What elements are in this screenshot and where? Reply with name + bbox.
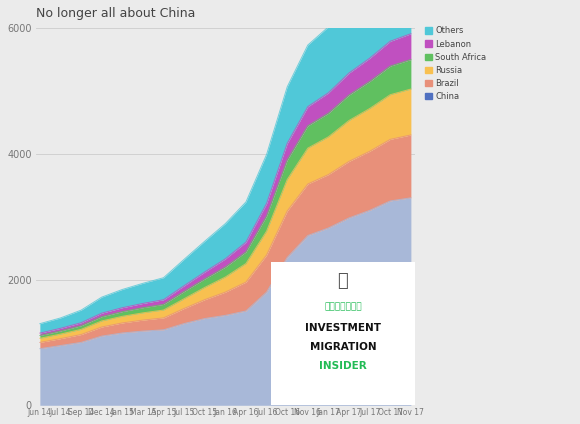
Text: 投资移民知情者: 投资移民知情者 (324, 302, 362, 311)
Text: No longer all about China: No longer all about China (36, 7, 195, 20)
Text: INVESTMENT: INVESTMENT (305, 323, 381, 333)
Text: INSIDER: INSIDER (319, 361, 367, 371)
Legend: Others, Lebanon, South Africa, Russia, Brazil, China: Others, Lebanon, South Africa, Russia, B… (423, 25, 488, 103)
Text: MIGRATION: MIGRATION (310, 342, 376, 352)
Text: 🌐: 🌐 (338, 272, 349, 290)
